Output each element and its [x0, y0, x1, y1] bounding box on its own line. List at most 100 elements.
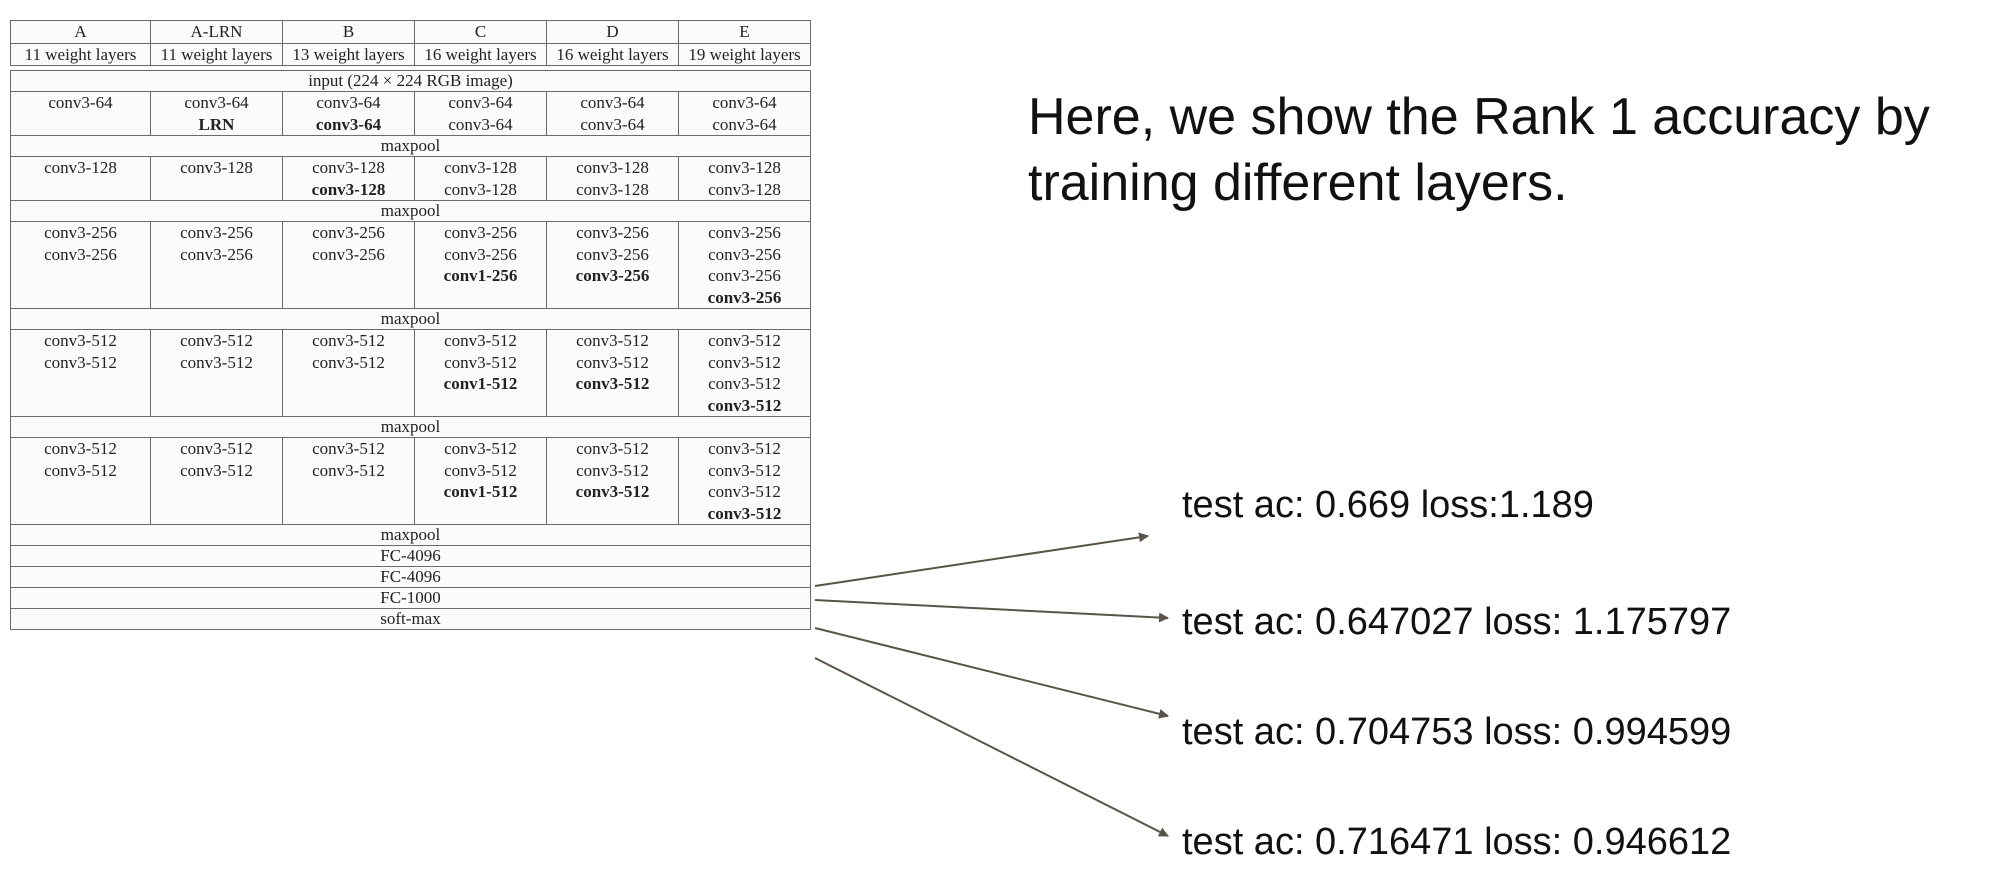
- layer-name: LRN: [198, 114, 235, 134]
- layer-name: conv3-128: [576, 158, 649, 177]
- layer-name: conv3-512: [576, 439, 649, 458]
- layer-name: conv3-512: [708, 482, 781, 501]
- layer-name: conv3-256: [444, 223, 517, 242]
- layer-cell: conv3-512 conv3-512 conv3-512: [546, 329, 679, 417]
- layer-name: conv3-64: [448, 93, 513, 112]
- layer-name: conv3-512: [180, 331, 253, 350]
- layer-cell: conv3-512 conv3-512 conv3-512: [546, 437, 679, 525]
- layer-cell: conv3-512 conv3-512 conv1-512: [414, 329, 547, 417]
- layer-name: conv3-512: [444, 352, 517, 372]
- layer-cell: conv3-64 conv3-64: [678, 91, 811, 136]
- tail-row-fc-4096: FC-4096: [10, 545, 811, 567]
- layer-name: conv3-128: [708, 179, 781, 199]
- arrow-softmax-to-result-4: [814, 657, 1169, 837]
- layer-name: conv3-128: [311, 179, 386, 199]
- arrow-fc1-to-result-1: [814, 532, 1149, 587]
- config-depth: 11 weight layers: [10, 42, 151, 66]
- layer-name: conv3-64: [48, 93, 113, 112]
- layer-cell: conv3-64 LRN: [150, 91, 283, 136]
- layer-name: conv1-512: [443, 482, 518, 501]
- layer-name: conv3-512: [444, 331, 517, 350]
- layer-name: conv3-512: [180, 439, 253, 458]
- config-depth: 19 weight layers: [678, 42, 811, 66]
- vgg-architecture-table: A A-LRN B C D E 11 weight layers 11 weight laye…: [10, 20, 811, 630]
- layer-cell: conv3-256 conv3-256: [282, 221, 415, 309]
- layer-name: conv3-128: [44, 158, 117, 177]
- layer-name: conv3-256: [444, 244, 517, 264]
- layer-name: conv3-256: [708, 223, 781, 242]
- layer-name: conv3-512: [444, 460, 517, 480]
- config-depth: 16 weight layers: [414, 42, 547, 66]
- layer-cell: conv3-64 conv3-64: [414, 91, 547, 136]
- layer-name: conv3-256: [312, 223, 385, 242]
- layer-name: conv3-256: [576, 223, 649, 242]
- layer-cell: conv3-512 conv3-512: [150, 437, 283, 525]
- layer-name: conv3-512: [708, 352, 781, 372]
- layer-name: conv1-512: [443, 374, 518, 393]
- description-text: Here, we show the Rank 1 accuracy by tra…: [1028, 88, 1930, 212]
- layer-name: conv3-256: [44, 223, 117, 242]
- layer-cell: conv3-512 conv3-512 conv3-512 conv3-512: [678, 329, 811, 417]
- arrow-fc2-to-result-2: [814, 599, 1169, 623]
- result-label-2: test ac: 0.647027 loss: 1.175797: [1182, 601, 1732, 643]
- config-depth: 16 weight layers: [546, 42, 679, 66]
- layer-name: conv3-256: [180, 223, 253, 242]
- layer-name: conv3-512: [312, 352, 385, 372]
- layer-name: conv3-128: [444, 179, 517, 199]
- layer-cell: conv3-128: [150, 156, 283, 201]
- layer-name: conv3-512: [707, 503, 782, 523]
- layer-name: conv3-512: [575, 374, 650, 393]
- layer-cell: conv3-64 conv3-64: [546, 91, 679, 136]
- layer-cell: conv3-256 conv3-256 conv3-256 conv3-256: [678, 221, 811, 309]
- layer-cell: conv3-128 conv3-128: [282, 156, 415, 201]
- layer-cell: conv3-64 conv3-64: [282, 91, 415, 136]
- layer-name: conv3-512: [576, 331, 649, 350]
- layer-name: conv3-512: [180, 352, 253, 372]
- layer-name: conv3-64: [316, 93, 381, 112]
- layer-cell: conv3-512 conv3-512: [282, 437, 415, 525]
- layer-cell: conv3-512 conv3-512: [10, 437, 151, 525]
- config-depth: 11 weight layers: [150, 42, 283, 66]
- layer-name: conv3-256: [180, 244, 253, 264]
- layer-cell: conv3-128 conv3-128: [546, 156, 679, 201]
- layer-name: conv3-128: [708, 158, 781, 177]
- layer-name: conv3-256: [707, 287, 782, 307]
- layer-cell: conv3-512 conv3-512: [10, 329, 151, 417]
- layer-name: conv3-512: [44, 460, 117, 480]
- result-label-3: test ac: 0.704753 loss: 0.994599: [1182, 711, 1732, 753]
- layer-name: conv3-512: [576, 352, 649, 372]
- layer-name: conv3-512: [44, 439, 117, 458]
- layer-name: conv3-512: [312, 460, 385, 480]
- result-label-4: test ac: 0.716471 loss: 0.946612: [1182, 821, 1732, 863]
- layer-name: conv3-64: [712, 93, 777, 112]
- input-row: input (224 × 224 RGB image): [10, 70, 811, 92]
- layer-name: conv3-64: [712, 114, 777, 134]
- layer-name: conv3-512: [180, 460, 253, 480]
- layer-name: conv3-64: [580, 93, 645, 112]
- layer-name: conv3-256: [44, 244, 117, 264]
- layer-name: conv3-128: [180, 158, 253, 177]
- layer-name: conv3-512: [707, 395, 782, 415]
- layer-name: conv3-512: [708, 331, 781, 350]
- layer-name: conv3-512: [575, 482, 650, 501]
- layer-name: conv3-64: [448, 114, 513, 134]
- layer-cell: conv3-512 conv3-512 conv1-512: [414, 437, 547, 525]
- layer-name: conv3-128: [312, 158, 385, 177]
- layer-name: conv1-256: [443, 266, 518, 285]
- result-label-1: test ac: 0.669 loss:1.189: [1182, 484, 1594, 526]
- layer-cell: conv3-256 conv3-256: [10, 221, 151, 309]
- layer-cell: conv3-256 conv3-256: [150, 221, 283, 309]
- tail-row-soft-max: soft-max: [10, 608, 811, 630]
- layer-name: conv3-64: [315, 114, 382, 134]
- layer-name: conv3-128: [444, 158, 517, 177]
- layer-name: conv3-512: [312, 331, 385, 350]
- layer-name: conv3-64: [184, 93, 249, 112]
- layer-name: conv3-512: [708, 374, 781, 393]
- layer-name: conv3-512: [708, 460, 781, 480]
- layer-cell: conv3-256 conv3-256 conv3-256: [546, 221, 679, 309]
- layer-cell: conv3-256 conv3-256 conv1-256: [414, 221, 547, 309]
- arrow-fc3-to-result-3: [814, 627, 1169, 719]
- layer-cell: conv3-128 conv3-128: [678, 156, 811, 201]
- layer-name: conv3-512: [312, 439, 385, 458]
